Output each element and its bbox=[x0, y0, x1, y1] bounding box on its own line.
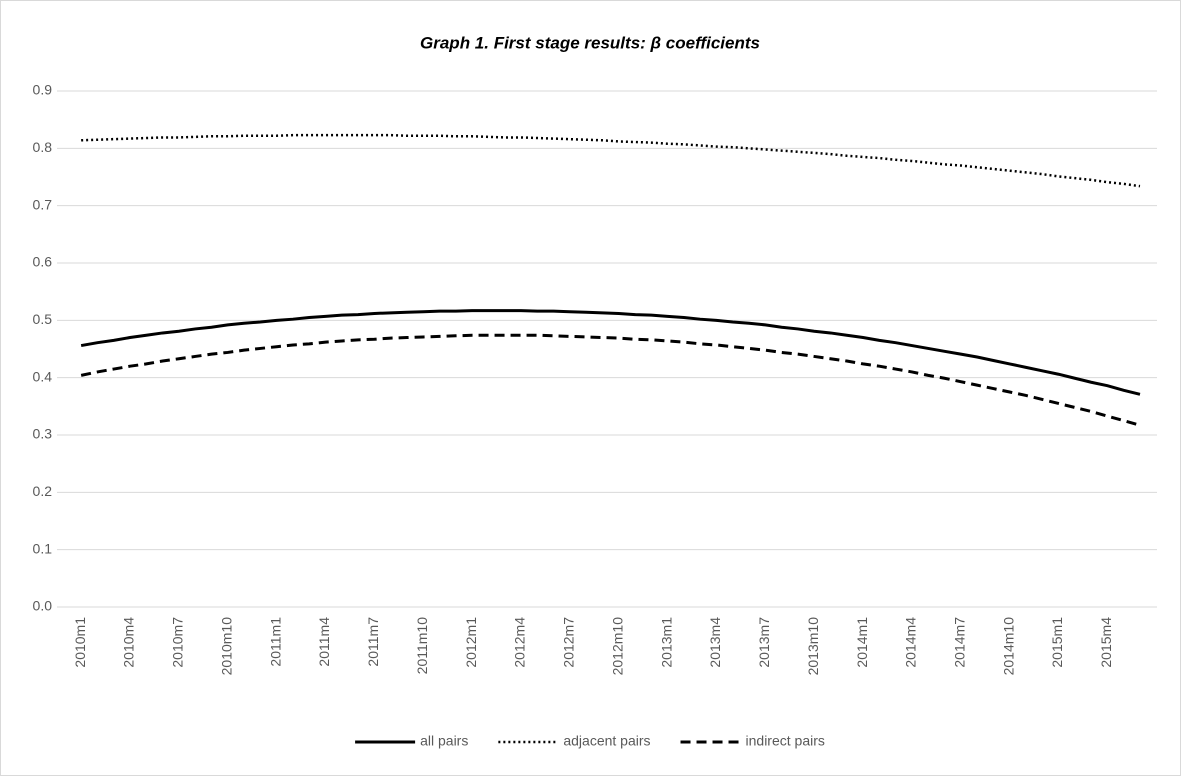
y-tick-label: 0.0 bbox=[33, 598, 53, 614]
y-tick-label: 0.5 bbox=[33, 311, 53, 327]
x-tick-label: 2013m1 bbox=[658, 617, 674, 668]
y-tick-label: 0.4 bbox=[33, 368, 53, 384]
x-tick-label: 2014m7 bbox=[952, 617, 968, 668]
x-tick-label: 2013m7 bbox=[756, 617, 772, 668]
x-tick-label: 2013m10 bbox=[805, 617, 821, 676]
x-tick-label: 2011m7 bbox=[365, 617, 381, 667]
x-tick-label: 2012m1 bbox=[463, 617, 479, 668]
y-tick-label: 0.1 bbox=[33, 540, 53, 556]
x-tick-label: 2010m7 bbox=[170, 617, 186, 668]
y-tick-label: 0.7 bbox=[33, 196, 53, 212]
y-tick-label: 0.6 bbox=[33, 254, 53, 270]
x-tick-label: 2010m4 bbox=[121, 617, 137, 668]
legend-label: indirect pairs bbox=[746, 733, 825, 749]
legend-label: adjacent pairs bbox=[563, 733, 650, 749]
x-tick-label: 2014m10 bbox=[1000, 617, 1016, 676]
x-tick-label: 2010m1 bbox=[72, 617, 88, 668]
x-tick-label: 2014m1 bbox=[854, 617, 870, 668]
legend-label: all pairs bbox=[420, 733, 468, 749]
y-tick-label: 0.3 bbox=[33, 426, 53, 442]
y-tick-label: 0.8 bbox=[33, 139, 53, 155]
x-tick-label: 2015m1 bbox=[1049, 617, 1065, 668]
x-tick-label: 2015m4 bbox=[1098, 617, 1114, 668]
y-tick-label: 0.9 bbox=[33, 82, 53, 98]
x-tick-label: 2011m10 bbox=[414, 617, 430, 675]
x-tick-label: 2011m4 bbox=[316, 617, 332, 667]
x-tick-label: 2013m4 bbox=[707, 617, 723, 668]
chart-title: Graph 1. First stage results: β coeffici… bbox=[420, 33, 760, 52]
y-tick-label: 0.2 bbox=[33, 483, 53, 499]
series-line bbox=[80, 309, 1141, 396]
series-line bbox=[81, 133, 1141, 188]
x-tick-label: 2011m1 bbox=[267, 617, 283, 667]
x-tick-label: 2014m4 bbox=[903, 617, 919, 668]
x-tick-label: 2012m10 bbox=[609, 617, 625, 676]
x-tick-label: 2010m10 bbox=[218, 617, 234, 676]
x-tick-label: 2012m7 bbox=[561, 617, 577, 668]
series-line bbox=[80, 333, 1141, 427]
x-tick-label: 2012m4 bbox=[512, 617, 528, 668]
